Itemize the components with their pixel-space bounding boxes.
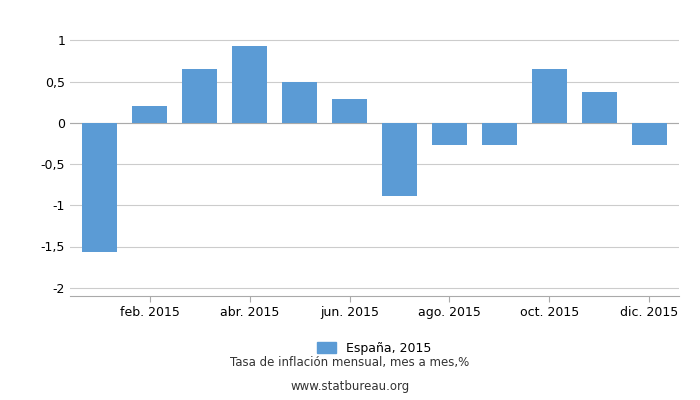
Legend: España, 2015: España, 2015	[312, 336, 437, 360]
Bar	[532, 69, 567, 123]
Bar	[282, 82, 317, 123]
Bar	[83, 123, 118, 252]
Bar	[631, 123, 666, 145]
Bar	[382, 123, 417, 196]
Bar	[182, 69, 217, 123]
Bar	[482, 123, 517, 145]
Text: www.statbureau.org: www.statbureau.org	[290, 380, 410, 393]
Text: Tasa de inflación mensual, mes a mes,%: Tasa de inflación mensual, mes a mes,%	[230, 356, 470, 369]
Bar	[232, 46, 267, 123]
Bar	[132, 106, 167, 123]
Bar	[332, 99, 367, 123]
Bar	[582, 92, 617, 123]
Bar	[432, 123, 467, 145]
